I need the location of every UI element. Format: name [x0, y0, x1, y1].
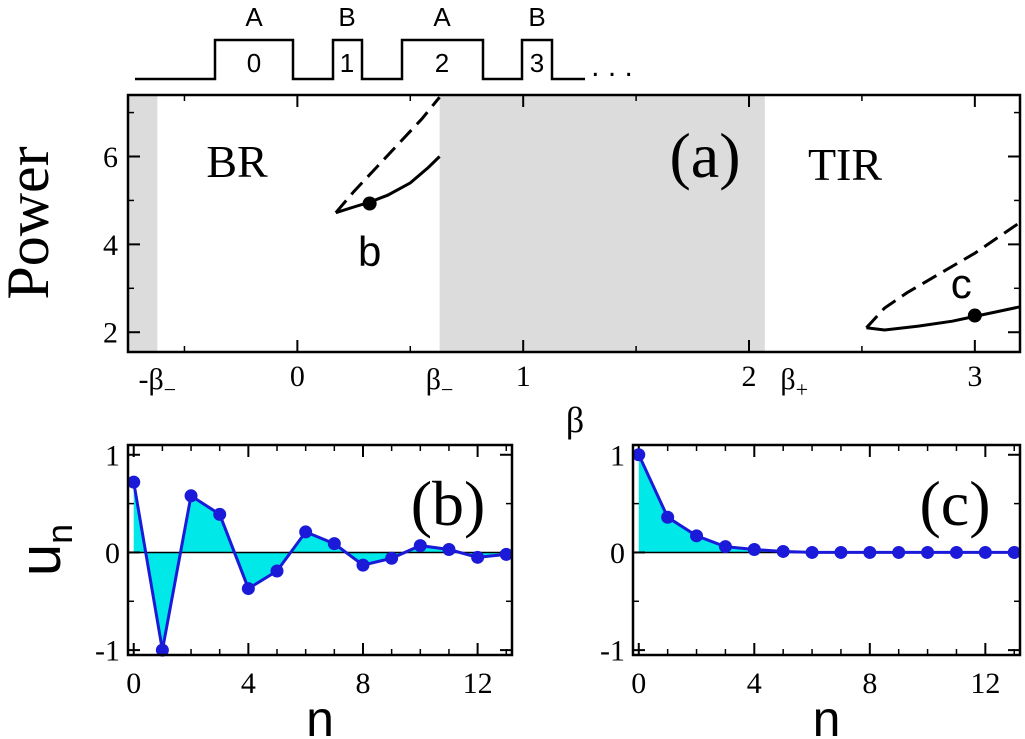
- point-c: [967, 308, 982, 323]
- data-point: [805, 545, 819, 559]
- x-tick-label: 4: [241, 667, 256, 700]
- y-tick-label: 6: [103, 141, 118, 174]
- data-point: [1007, 545, 1021, 559]
- x-tick-label: 8: [862, 667, 877, 700]
- y-tick-label: -1: [95, 635, 120, 668]
- region-label-tir: TIR: [808, 139, 882, 190]
- x-tick-label: 0: [631, 667, 646, 700]
- x-tick-label: 12: [463, 667, 493, 700]
- data-point: [471, 550, 485, 564]
- y-tick-label: 0: [610, 537, 625, 570]
- y-tick-label: 1: [105, 439, 120, 472]
- y-tick-label: 0: [105, 537, 120, 570]
- data-point: [892, 545, 906, 559]
- beta-tick-label: -β−: [139, 363, 177, 402]
- lattice-number-2: 2: [435, 48, 449, 78]
- x-tick-label: 3: [967, 360, 982, 393]
- data-point: [718, 540, 732, 554]
- shaded-region: [128, 95, 158, 352]
- point-b: [362, 196, 377, 211]
- y-tick-label: 4: [103, 229, 118, 262]
- point-label-c: c: [951, 260, 972, 307]
- data-point: [327, 537, 341, 551]
- x-tick-label: 2: [742, 360, 757, 393]
- curve-solid-1: [335, 155, 441, 215]
- panel-label-b: (b): [411, 468, 486, 539]
- beta-tick-label: β−: [426, 363, 454, 402]
- x-axis-label-a: β: [566, 400, 584, 440]
- y-tick-label: -1: [600, 635, 625, 668]
- x-tick-label: 1: [516, 360, 531, 393]
- x-tick-label: 12: [970, 667, 1000, 700]
- data-point: [299, 525, 313, 539]
- panel-label-c: (c): [919, 468, 990, 539]
- panel-b: 0 4 8 12-101(b)nun: [8, 439, 514, 739]
- data-point: [863, 545, 877, 559]
- data-point: [184, 489, 198, 503]
- data-point: [385, 551, 399, 565]
- lattice-number-0: 0: [247, 48, 261, 78]
- lattice-number-3: 3: [530, 48, 544, 78]
- lattice-letter-0: A: [245, 2, 263, 32]
- panel-c: 0 4 8 12-101(c)n: [600, 439, 1022, 739]
- panel-a-frame: [126, 93, 1022, 354]
- panel-label-a: (a): [669, 120, 740, 191]
- data-point: [978, 545, 992, 559]
- data-point: [834, 545, 848, 559]
- data-point: [661, 510, 675, 524]
- area-fill: [638, 454, 1015, 553]
- lattice-diagram: A B A B 0 1 2 3 . . .: [135, 2, 633, 83]
- point-label-b: b: [358, 228, 381, 275]
- lattice-number-1: 1: [340, 48, 354, 78]
- lattice-ellipsis: . . .: [591, 50, 633, 83]
- data-point: [413, 539, 427, 553]
- y-axis-label-b: un: [8, 524, 80, 576]
- data-point: [921, 545, 935, 559]
- lattice-letter-2: A: [433, 2, 451, 32]
- beta-tick-label: β+: [780, 363, 808, 402]
- panel-a: 0 1 2 3 2 4 6 b c BR TIR (a) -β− β− β+ β Power: [0, 93, 1022, 440]
- y-tick-label: 1: [610, 439, 625, 472]
- y-tick-label: 2: [103, 317, 118, 350]
- data-point: [776, 544, 790, 558]
- data-point: [499, 547, 513, 561]
- x-tick-label: 0: [290, 360, 305, 393]
- panel-b-frame: [126, 443, 514, 657]
- data-point: [747, 543, 761, 557]
- x-axis-label-c: n: [813, 691, 841, 739]
- region-label-br: BR: [206, 136, 268, 187]
- shaded-region: [439, 95, 765, 352]
- data-point: [356, 558, 370, 572]
- data-point: [127, 475, 141, 489]
- x-axis-label-b: n: [306, 691, 334, 739]
- data-point: [442, 543, 456, 557]
- data-point: [949, 545, 963, 559]
- x-tick-label: 0: [126, 667, 141, 700]
- data-point: [632, 448, 646, 462]
- x-tick-label: 4: [747, 667, 762, 700]
- curve-dashed-2: [865, 221, 1021, 329]
- data-point: [155, 643, 169, 657]
- panel-c-frame: [631, 443, 1022, 657]
- data-point: [241, 582, 255, 596]
- curve-dashed-0: [334, 96, 441, 214]
- lattice-letter-3: B: [528, 2, 545, 32]
- x-tick-label: 8: [355, 667, 370, 700]
- curve-solid-3: [866, 305, 1021, 332]
- data-point: [270, 564, 284, 578]
- data-point: [213, 507, 227, 521]
- data-point: [690, 529, 704, 543]
- lattice-letter-1: B: [338, 2, 355, 32]
- lattice-profile: [135, 38, 585, 81]
- y-axis-label-a: Power: [0, 146, 61, 299]
